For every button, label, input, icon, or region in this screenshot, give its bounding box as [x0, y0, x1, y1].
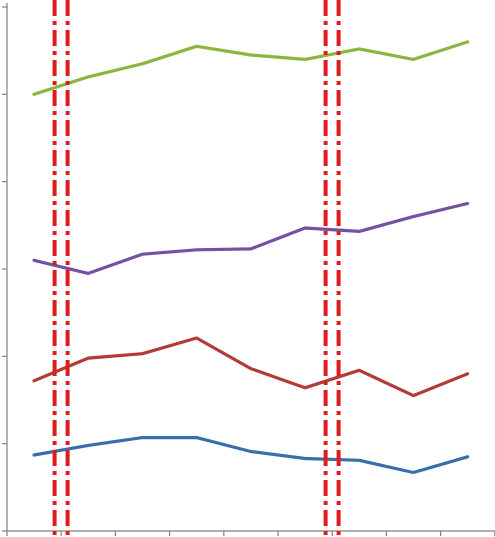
series-line-4 [34, 438, 468, 473]
series-line-3 [34, 338, 468, 396]
series-line-1 [34, 42, 468, 94]
series-group [34, 42, 468, 473]
series-line-2 [34, 204, 468, 274]
